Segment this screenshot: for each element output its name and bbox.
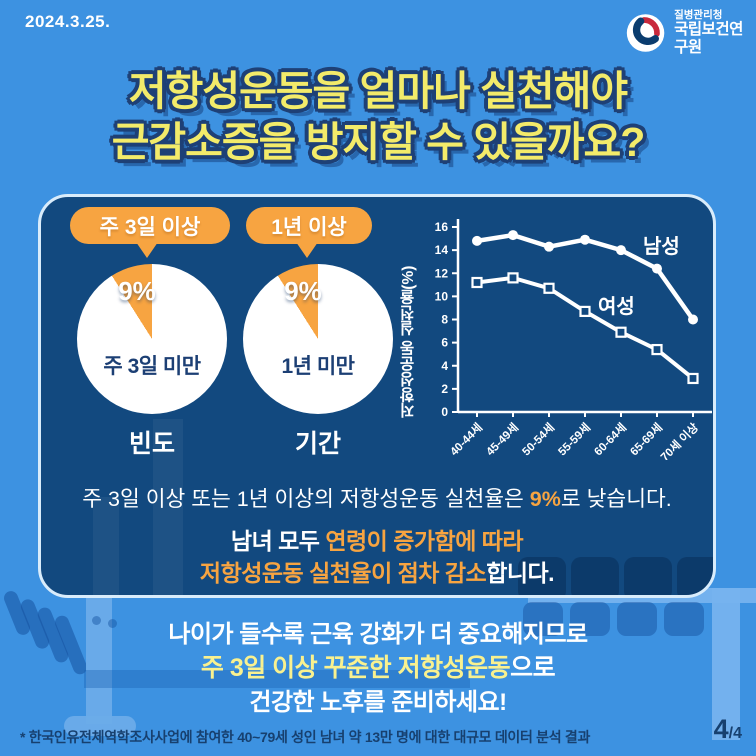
frequency-pie-chart: 9% 주 3일 미만 <box>77 264 227 414</box>
svg-text:65-69세: 65-69세 <box>627 420 665 458</box>
pie-percent-label: 9% <box>118 276 156 306</box>
dumbbell-silhouette-decoration <box>571 557 619 595</box>
pie-percent-label: 9% <box>284 276 322 306</box>
page-title: 저항성운동을 얼마나 실천해야 근감소증을 방지할 수 있을까요? <box>0 66 756 168</box>
squat-rack-post-decoration <box>86 596 112 724</box>
svg-text:12: 12 <box>435 266 449 280</box>
line-chart: 0 2 4 6 8 10 12 14 16 40-44세 45-49세 50-54세 55-59세 60-… <box>400 205 720 464</box>
agency-name-large: 국립보건연구원 <box>674 21 743 56</box>
date-label: 2024.3.25. <box>25 12 111 31</box>
page-title-line2: 근감소증을 방지할 수 있을까요? <box>111 119 646 165</box>
squat-rack-base-decoration <box>64 716 136 736</box>
line-chart-svg: 0 2 4 6 8 10 12 14 16 40-44세 45-49세 50-54세 55-59세 60-… <box>435 219 712 464</box>
frequency-callout-badge: 주 3일 이상 <box>70 207 230 244</box>
callout-tail <box>296 242 318 258</box>
finding-em: 9% <box>529 487 561 511</box>
rack-peg-decoration <box>108 619 117 628</box>
page-title-line1: 저항성운동을 얼마나 실천해야 <box>128 68 628 114</box>
svg-text:45-49세: 45-49세 <box>483 420 521 458</box>
duration-pie-chart: 9% 1년 미만 <box>243 264 393 414</box>
trend-line2-post: 합니다. <box>486 560 555 586</box>
rack-silhouette-decoration <box>93 497 119 595</box>
trend-sentence-line2: 저항성운동 실천율이 점차 감소합니다. <box>38 554 716 588</box>
advice-line1: 나이가 들수록 근육 강화가 더 중요해지므로 <box>168 621 588 648</box>
svg-text:70세 이상: 70세 이상 <box>657 420 701 460</box>
agency-name-small: 질병관리청 <box>674 9 723 21</box>
source-footnote: * 한국인유전체역학조사사업에 참여한 40~79세 성인 남녀 약 13만 명… <box>20 729 591 745</box>
svg-text:50-54세: 50-54세 <box>519 420 557 458</box>
svg-text:40-44세: 40-44세 <box>447 420 485 458</box>
dumbbell-silhouette-decoration <box>518 557 566 595</box>
rack-silhouette-decoration <box>153 419 183 595</box>
dumbbell-decoration <box>570 602 610 636</box>
svg-text:55-59세: 55-59세 <box>555 420 593 458</box>
dumbbell-decoration <box>664 602 704 636</box>
dumbbell-rack-post-decoration <box>712 588 740 740</box>
callout-tail <box>136 242 158 258</box>
advice-line3: 건강한 노후를 준비하세요! <box>249 689 507 716</box>
dumbbell-silhouette-decoration <box>677 557 713 595</box>
agency-logo: 질병관리청 국립보건연구원 <box>626 9 756 57</box>
rack-peg-decoration <box>92 616 101 625</box>
svg-text:여성: 여성 <box>598 295 635 318</box>
frequency-caption: 빈도 <box>128 430 175 458</box>
pie-majority-label: 주 3일 미만 <box>103 355 201 378</box>
pie-majority-label: 1년 미만 <box>281 355 355 378</box>
page-number-total: /4 <box>728 725 742 742</box>
svg-text:0: 0 <box>441 405 448 419</box>
trend-line1-pre: 남녀 모두 <box>230 528 326 554</box>
dumbbell-decoration <box>617 602 657 636</box>
advice-line2-em: 주 3일 이상 꾸준한 저항성운동 <box>200 654 511 682</box>
advice-line2: 주 3일 이상 꾸준한 저항성운동으로 <box>0 648 756 684</box>
trend-sentence-line1: 남녀 모두 연령이 증가함에 따라 <box>38 522 716 556</box>
barbell-bar-decoration <box>84 670 470 688</box>
svg-text:16: 16 <box>435 220 449 234</box>
finding-sentence: 주 3일 이상 또는 1년 이상의 저항성운동 실천율은 9%로 낮습니다. <box>38 482 716 513</box>
page-number: 4 /4 <box>714 714 742 745</box>
dumbbell-silhouette-decoration <box>624 557 672 595</box>
duration-callout-badge: 1년 이상 <box>246 207 372 244</box>
svg-text:8: 8 <box>441 313 448 327</box>
page-number-current: 4 <box>713 714 729 744</box>
agency-name: 질병관리청 국립보건연구원 <box>674 9 756 57</box>
svg-text:6: 6 <box>441 336 448 350</box>
finding-post: 로 낮습니다. <box>560 487 672 511</box>
panel-decoration-layer <box>41 197 713 595</box>
finding-pre: 주 3일 이상 또는 1년 이상의 저항성운동 실천율은 <box>82 487 530 511</box>
svg-text:남성: 남성 <box>643 235 680 258</box>
svg-text:4: 4 <box>441 359 448 373</box>
svg-text:14: 14 <box>435 243 449 257</box>
svg-text:2: 2 <box>441 382 448 396</box>
svg-text:10: 10 <box>435 289 449 303</box>
kdca-emblem-icon <box>626 14 665 52</box>
trend-line1-em: 연령이 증가함에 따라 <box>325 528 524 554</box>
duration-caption: 기간 <box>294 430 341 458</box>
trend-line2-em: 저항성운동 실천율이 점차 감소 <box>199 560 487 586</box>
svg-text:60-64세: 60-64세 <box>591 420 629 458</box>
advice-line2-post: 으로 <box>510 654 556 682</box>
dumbbell-decoration <box>523 602 563 636</box>
